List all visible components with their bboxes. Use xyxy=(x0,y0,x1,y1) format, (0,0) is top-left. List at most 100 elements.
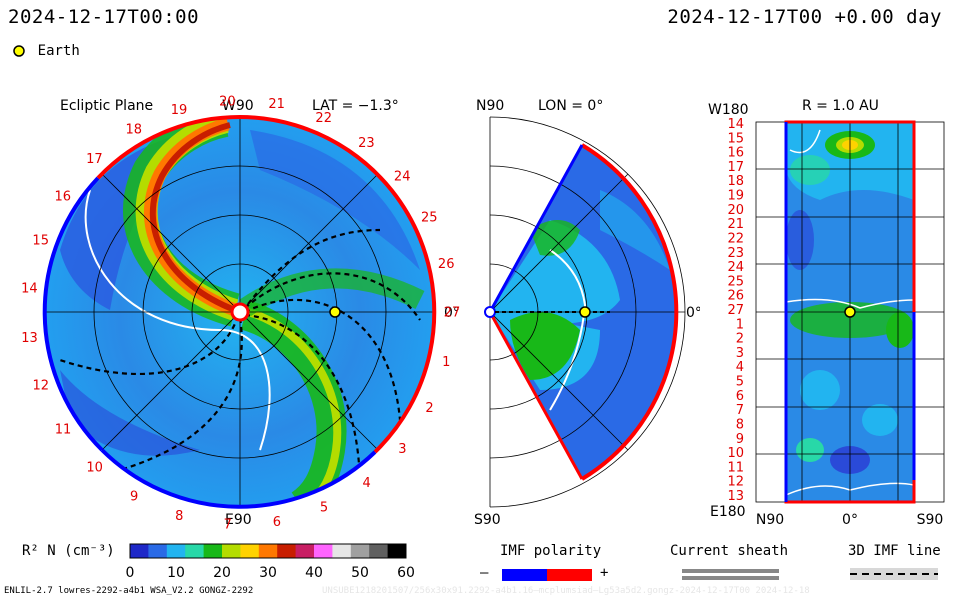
colorbar-swatch xyxy=(222,544,241,558)
meridional-plane-panel: N90 LON = 0° S90 0° xyxy=(474,98,700,528)
map-y-label: 8 xyxy=(736,418,744,433)
imf-lines xyxy=(59,228,421,491)
map-x-labels: N90 0° S90 xyxy=(756,512,944,528)
imf-neg-swatch xyxy=(502,569,547,581)
carrington-tick-label: 16 xyxy=(55,190,72,205)
colorbar-swatch xyxy=(240,544,260,558)
map-y-label: 25 xyxy=(727,274,744,289)
map-x-label: S90 xyxy=(917,512,944,528)
earth-label: Earth xyxy=(37,43,80,59)
colorbar-tick-label: 30 xyxy=(259,565,277,581)
colorbar-swatch xyxy=(185,544,205,558)
map-y-label: 16 xyxy=(727,146,744,161)
imf-polarity-label: IMF polarity xyxy=(500,543,602,559)
radius-label: R = 1.0 AU xyxy=(802,98,879,114)
carrington-tick-label: 12 xyxy=(33,379,50,394)
ecliptic-title: Ecliptic Plane xyxy=(60,98,153,114)
carrington-tick-label: 13 xyxy=(21,331,38,346)
e90-label: E90 xyxy=(225,512,252,528)
datetime-title: 2024-12-17T00:00 xyxy=(8,6,200,28)
ecliptic-zero-label: 0° xyxy=(444,305,460,321)
imf-pos-swatch xyxy=(547,569,592,581)
colorbar-tick-label: 0 xyxy=(126,565,135,581)
current-sheath-swatch-bottom xyxy=(682,576,779,580)
colorbar-swatch xyxy=(387,544,407,558)
e180-label: E180 xyxy=(710,504,746,520)
carrington-tick-label: 4 xyxy=(362,476,370,491)
map-y-label: 14 xyxy=(727,117,744,132)
map-y-label: 21 xyxy=(727,217,744,232)
colorbar-swatch xyxy=(332,544,352,558)
imf-line-label: 3D IMF line xyxy=(848,543,941,559)
carrington-tick-label: 8 xyxy=(175,509,183,524)
earth-marker-icon xyxy=(13,44,25,57)
carrington-tick-label: 10 xyxy=(86,460,103,475)
colorbar-tick-label: 50 xyxy=(351,565,369,581)
colorbar-swatch xyxy=(369,544,389,558)
earth-marker-icon xyxy=(844,306,856,318)
map-y-label: 1 xyxy=(736,317,744,332)
map-y-label: 24 xyxy=(727,260,744,275)
map-y-label: 10 xyxy=(727,446,744,461)
carrington-tick-label: 26 xyxy=(438,257,455,272)
carrington-tick-label: 23 xyxy=(358,136,375,151)
imf-pos-label: + xyxy=(600,565,609,581)
meridional-grid xyxy=(489,116,686,508)
n90-label: N90 xyxy=(476,98,504,114)
colorbar-swatch xyxy=(350,544,370,558)
imf-line-swatch xyxy=(850,568,938,580)
map-y-label: 11 xyxy=(727,460,744,475)
footer-run-info: UNSUBE1218201507/256x30x91.2292-a4b1.16—… xyxy=(322,586,810,596)
colorbar-label: R² N (cm⁻³) xyxy=(22,543,115,559)
density-colorbar: 0 10 20 30 40 50 60 xyxy=(126,543,414,581)
carrington-tick-label: 2 xyxy=(425,401,433,416)
colorbar-swatch xyxy=(148,544,168,558)
carrington-tick-label: 9 xyxy=(130,490,138,505)
map-y-label: 3 xyxy=(736,346,744,361)
sun-icon xyxy=(230,302,250,322)
map-y-label: 13 xyxy=(727,489,744,504)
colorbar-tick-label: 40 xyxy=(305,565,323,581)
w90-label: W90 xyxy=(222,98,254,114)
carrington-tick-label: 27 xyxy=(444,306,461,321)
current-sheath-swatch-top xyxy=(682,569,779,573)
lon-label: LON = 0° xyxy=(538,98,603,114)
carrington-tick-label: 5 xyxy=(320,501,328,516)
map-y-label: 6 xyxy=(736,389,744,404)
carrington-tick-label: 20 xyxy=(219,94,236,109)
imf-neg-label: – xyxy=(480,565,489,581)
carrington-tick-label: 3 xyxy=(398,442,406,457)
map-y-label: 27 xyxy=(727,303,744,318)
map-y-label: 19 xyxy=(727,189,744,204)
lat-label: LAT = −1.3° xyxy=(312,98,399,114)
colorbar-swatch xyxy=(314,544,333,558)
colorbar-tick-label: 20 xyxy=(213,565,231,581)
latlon-map-panel: W180 R = 1.0 AU E180 1415161718192021222… xyxy=(708,98,945,528)
map-y-label: 5 xyxy=(736,375,744,390)
carrington-tick-label: 7 xyxy=(224,518,232,530)
meridional-zero-label: 0° xyxy=(686,305,700,321)
carrington-tick-label: 15 xyxy=(32,234,49,249)
map-y-label: 20 xyxy=(727,203,744,218)
ecliptic-plane-panel: Ecliptic Plane W90 LAT = −1.3° E90 0° 12… xyxy=(21,94,460,530)
map-y-label: 12 xyxy=(727,475,744,490)
footer-model-info: ENLIL-2.7 lowres-2292-a4b1 WSA_V2.2 GONG… xyxy=(4,586,254,596)
map-y-label: 15 xyxy=(727,131,744,146)
map-x-label: 0° xyxy=(842,512,858,528)
carrington-tick-label: 25 xyxy=(421,211,438,226)
carrington-tick-label: 24 xyxy=(394,170,411,185)
map-y-labels: 1415161718192021222324252627123456789101… xyxy=(727,117,744,504)
colorbar-swatch xyxy=(130,544,149,558)
map-y-label: 9 xyxy=(736,432,744,447)
colorbar-swatch xyxy=(277,544,297,558)
map-y-label: 22 xyxy=(727,232,744,247)
earth-marker-icon xyxy=(329,306,341,318)
sun-icon xyxy=(484,306,496,318)
map-x-label: N90 xyxy=(756,512,784,528)
colorbar-swatch xyxy=(166,544,186,558)
carrington-tick-label: 1 xyxy=(442,355,450,370)
map-y-label: 26 xyxy=(727,289,744,304)
map-y-label: 2 xyxy=(736,332,744,347)
colorbar-swatch xyxy=(295,544,315,558)
